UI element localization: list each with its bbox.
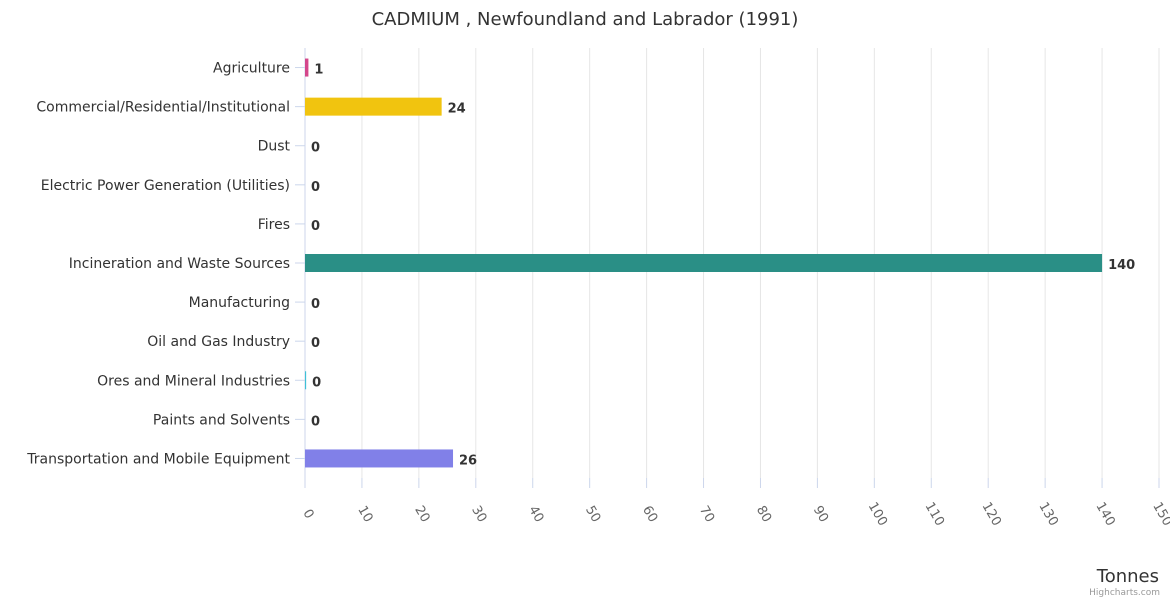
x-tick-label: 70 <box>696 503 717 525</box>
category-label: Paints and Solvents <box>153 412 290 428</box>
x-tick-label: 50 <box>582 503 603 525</box>
x-tick-label: 100 <box>865 500 890 529</box>
labels-layer: Agriculture 1 Commercial/Residential/Insti… <box>26 61 1135 469</box>
data-label: 0 <box>311 219 320 234</box>
data-label: 140 <box>1108 258 1135 273</box>
x-tick-label: 80 <box>753 503 774 525</box>
data-label: 0 <box>311 297 320 312</box>
x-axis-title: Tonnes <box>1096 566 1159 587</box>
bar[interactable] <box>305 254 1103 272</box>
x-tick-label: 140 <box>1092 500 1117 529</box>
data-label: 0 <box>311 141 320 156</box>
chart-title: CADMIUM , Newfoundland and Labrador (199… <box>372 9 799 30</box>
data-label: 0 <box>311 336 320 351</box>
data-label: 26 <box>459 453 477 468</box>
data-label: 24 <box>448 102 466 117</box>
category-label: Electric Power Generation (Utilities) <box>41 178 290 194</box>
category-label: Fires <box>258 217 290 233</box>
category-label: Ores and Mineral Industries <box>97 373 290 389</box>
category-label: Oil and Gas Industry <box>147 334 290 350</box>
data-label: 0 <box>311 180 320 195</box>
bar[interactable] <box>305 371 307 390</box>
category-label: Commercial/Residential/Institutional <box>36 100 290 116</box>
bar[interactable] <box>305 58 309 77</box>
x-tick-label: 20 <box>411 503 432 525</box>
bar[interactable] <box>305 97 442 116</box>
x-tick-label: 10 <box>354 503 375 525</box>
bar[interactable] <box>305 449 454 468</box>
x-tick-label: 120 <box>979 500 1004 529</box>
x-tick-label: 130 <box>1035 500 1060 529</box>
category-label: Agriculture <box>213 61 290 77</box>
x-tick-label: 90 <box>810 503 831 525</box>
data-label: 1 <box>314 63 323 78</box>
x-tick-label: 110 <box>922 500 947 529</box>
x-axis: 0 10 20 30 40 50 60 70 80 90 100 110 120 130 140 150 <box>295 67 1170 529</box>
data-label: 0 <box>312 375 321 390</box>
x-tick-label: 150 <box>1149 500 1170 529</box>
category-label: Incineration and Waste Sources <box>69 256 290 272</box>
category-label: Dust <box>258 139 291 155</box>
category-label: Manufacturing <box>189 295 290 311</box>
x-tick-label: 40 <box>525 503 546 525</box>
category-label: Transportation and Mobile Equipment <box>26 451 290 467</box>
x-tick-label: 60 <box>639 503 660 525</box>
bars-layer <box>305 58 1103 468</box>
data-label: 0 <box>311 414 320 429</box>
x-tick-label: 0 <box>299 507 316 522</box>
x-tick-label: 30 <box>468 503 489 525</box>
highcharts-credit[interactable]: Highcharts.com <box>1089 588 1160 598</box>
